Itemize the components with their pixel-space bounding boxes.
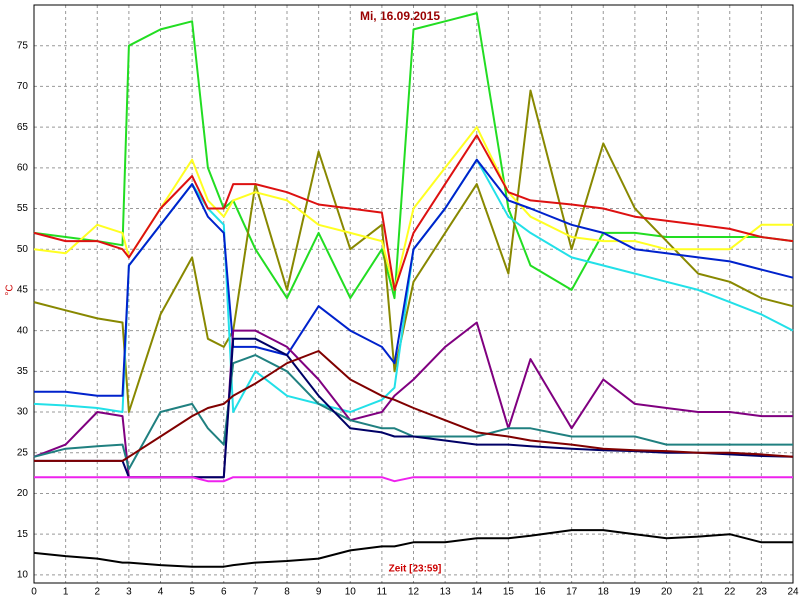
y-tick-label: 25 [17,447,29,458]
y-tick-label: 15 [17,529,29,540]
x-tick-label: 6 [221,587,227,598]
series-line [34,350,794,462]
y-tick-label: 50 [17,244,29,255]
x-tick-label: 4 [158,587,164,598]
x-tick-label: 19 [629,587,641,598]
x-tick-label: 7 [253,587,259,598]
y-axis-label: °C [5,284,16,295]
x-tick-label: 10 [345,587,357,598]
x-tick-label: 21 [693,587,705,598]
series-line [33,134,794,291]
x-tick-label: 16 [534,587,546,598]
y-tick-label: 35 [17,366,29,377]
x-tick-label: 5 [189,587,195,598]
x-tick-label: 11 [377,587,388,598]
x-tick-label: 1 [63,587,69,598]
series-line [33,12,794,300]
x-tick-label: 15 [503,587,515,598]
y-tick-label: 30 [17,407,29,418]
x-tick-label: 23 [756,587,768,598]
x-tick-label: 18 [598,587,610,598]
x-tick-label: 20 [661,587,673,598]
series-line [33,529,793,568]
series-line [34,158,794,397]
x-tick-label: 24 [787,587,799,598]
x-axis-label: Zeit [23:59] [389,564,442,575]
y-tick-label: 55 [17,203,29,214]
x-tick-label: 3 [126,587,132,598]
series-line [33,89,794,413]
plot-border [33,4,794,584]
y-tick-label: 65 [17,122,29,133]
x-tick-label: 22 [724,587,736,598]
x-tick-label: 9 [316,587,322,598]
x-tick-label: 13 [440,587,452,598]
series-line [34,476,793,483]
y-tick-label: 60 [17,162,29,173]
y-tick-label: 45 [17,285,29,296]
chart-title: Mi, 16.09.2015 [360,9,440,23]
x-tick-label: 17 [566,587,578,598]
x-tick-label: 2 [94,587,100,598]
x-tick-label: 14 [471,587,483,598]
x-tick-label: 0 [31,587,37,598]
y-tick-label: 10 [17,569,29,580]
y-tick-label: 75 [17,40,29,51]
y-tick-label: 20 [17,488,29,499]
y-tick-label: 40 [17,325,29,336]
x-tick-label: 12 [408,587,420,598]
series-line [33,354,793,470]
x-tick-label: 8 [284,587,290,598]
y-tick-label: 70 [17,81,29,92]
